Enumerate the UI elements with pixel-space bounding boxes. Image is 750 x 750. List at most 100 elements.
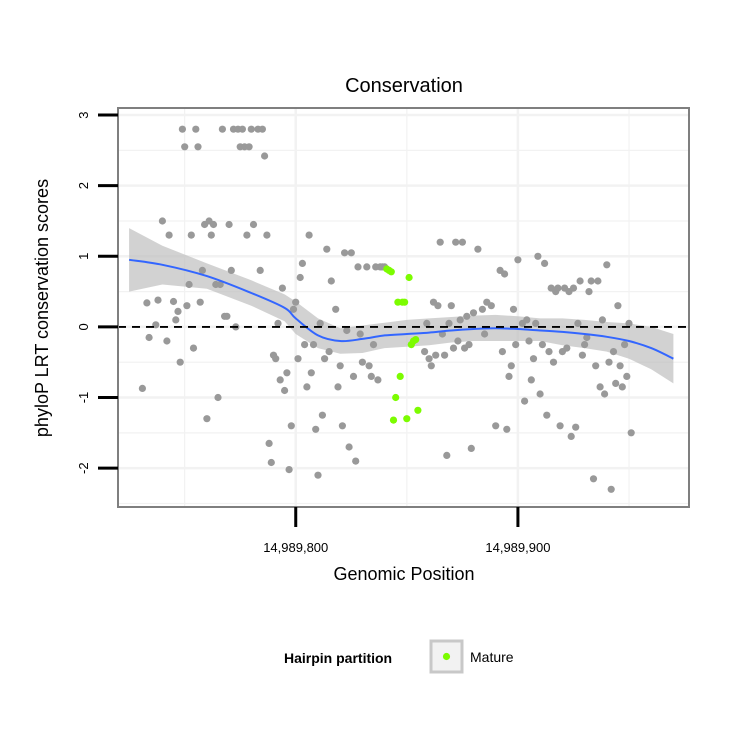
mature-point <box>387 268 395 276</box>
score-point <box>334 383 342 391</box>
score-point <box>198 266 206 274</box>
score-point <box>576 277 584 285</box>
y-tick-label: -2 <box>76 462 91 474</box>
score-point <box>543 411 551 419</box>
score-point <box>512 341 520 349</box>
score-point <box>436 238 444 246</box>
plot-panel <box>117 107 690 508</box>
score-point <box>463 312 471 320</box>
score-point <box>274 319 282 327</box>
score-point <box>492 422 500 430</box>
y-axis: 3 2 1 0 -1 -2 <box>76 111 118 474</box>
score-point <box>207 231 215 239</box>
score-point <box>585 288 593 296</box>
score-point <box>332 305 340 313</box>
score-point <box>223 312 231 320</box>
score-point <box>187 231 195 239</box>
score-point <box>243 231 251 239</box>
score-point <box>623 372 631 380</box>
score-point <box>218 125 226 133</box>
score-point <box>592 362 600 370</box>
score-point <box>609 348 618 356</box>
score-point <box>589 475 598 483</box>
score-point <box>345 443 353 451</box>
score-point <box>607 485 615 493</box>
score-point <box>183 302 191 310</box>
smooth-line <box>128 258 674 360</box>
score-point <box>352 457 360 465</box>
score-point <box>287 422 295 430</box>
mature-point <box>396 372 404 380</box>
score-point <box>358 358 366 366</box>
score-point <box>216 280 224 289</box>
score-point <box>318 411 326 419</box>
score-point <box>583 333 591 342</box>
score-point <box>138 384 146 392</box>
mature-point <box>414 406 422 414</box>
score-point <box>474 245 482 253</box>
score-point <box>594 277 602 285</box>
legend-mature-symbol <box>442 652 451 661</box>
score-point <box>272 355 280 363</box>
score-point <box>309 341 318 349</box>
score-point <box>452 238 460 246</box>
score-point <box>245 143 253 151</box>
score-point <box>163 337 171 345</box>
score-point <box>347 249 355 257</box>
legend: Hairpin partition Mature <box>284 639 514 674</box>
score-point <box>289 305 298 313</box>
legend-title: Hairpin partition <box>284 650 392 666</box>
score-point <box>458 238 466 246</box>
score-point <box>343 326 351 335</box>
score-point <box>503 425 511 433</box>
score-point <box>265 439 273 447</box>
score-point <box>165 231 173 239</box>
score-point <box>294 355 302 363</box>
score-point <box>154 296 162 304</box>
score-point <box>501 270 509 278</box>
score-point <box>341 249 349 257</box>
score-point <box>465 341 473 349</box>
score-point <box>178 125 186 133</box>
score-point <box>536 390 544 398</box>
score-point <box>349 372 358 380</box>
score-point <box>267 458 275 467</box>
y-tick-label: 2 <box>76 182 91 189</box>
score-point <box>574 319 582 327</box>
scatter-points <box>138 125 635 493</box>
score-point <box>203 415 211 423</box>
score-point <box>174 307 182 315</box>
score-point <box>181 143 189 151</box>
score-point <box>327 277 335 285</box>
score-point <box>196 298 204 306</box>
score-point <box>596 383 604 391</box>
score-point <box>303 383 311 391</box>
score-point <box>618 383 626 391</box>
score-point <box>321 355 329 363</box>
score-point <box>447 302 455 310</box>
score-point <box>487 302 495 310</box>
score-point <box>336 362 344 370</box>
score-point <box>169 297 178 306</box>
score-point <box>563 344 571 352</box>
score-point <box>256 266 264 274</box>
score-point <box>525 337 533 345</box>
score-point <box>247 125 255 133</box>
score-point <box>445 319 453 327</box>
score-point <box>314 471 322 479</box>
score-point <box>158 217 166 225</box>
score-point <box>305 231 313 239</box>
x-axis: 14,989,800 14,989,900 <box>263 507 550 555</box>
score-point <box>263 231 271 239</box>
score-point <box>316 319 324 327</box>
y-tick-label: 0 <box>76 323 91 330</box>
score-point <box>296 273 304 282</box>
mature-point <box>392 393 400 402</box>
score-point <box>176 358 184 366</box>
mature-point <box>403 415 411 423</box>
score-point <box>434 302 442 310</box>
score-point <box>603 261 611 269</box>
score-point <box>556 422 564 430</box>
score-point <box>192 125 200 133</box>
y-tick-label: -1 <box>76 392 91 404</box>
